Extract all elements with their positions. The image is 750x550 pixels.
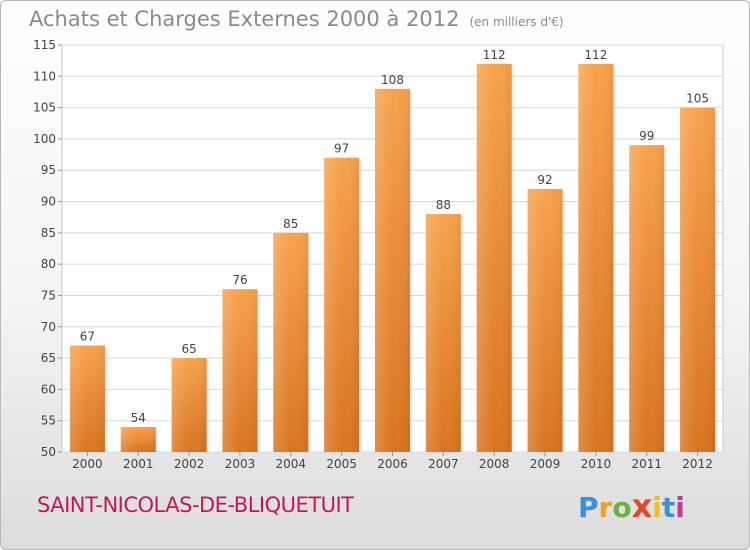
x-tick-label: 2002 bbox=[174, 457, 205, 471]
bar-shine bbox=[375, 88, 410, 452]
x-tick-label: 2008 bbox=[479, 457, 510, 471]
bar-value-label: 97 bbox=[334, 142, 349, 156]
bar-value-label: 67 bbox=[80, 330, 95, 344]
bar-value-label: 76 bbox=[232, 273, 247, 287]
x-axis: 2000 2001 2002 2003 2004 2005 2006 2007 2008 2009… bbox=[72, 452, 713, 471]
bar-shine bbox=[476, 63, 512, 453]
x-tick-label: 2004 bbox=[276, 457, 307, 471]
y-tick-label: 70 bbox=[41, 320, 56, 334]
bar-value-label: 88 bbox=[436, 198, 451, 212]
bar-value-label: 108 bbox=[381, 73, 404, 87]
y-tick-label: 115 bbox=[33, 38, 56, 52]
logo-letter: i bbox=[675, 491, 685, 524]
y-tick-label: 90 bbox=[41, 195, 56, 209]
y-tick-label: 105 bbox=[33, 101, 56, 115]
x-tick-label: 2000 bbox=[72, 457, 103, 471]
bars: 67 54 65 76 85 97 108 88 112 92 112 99 105 bbox=[69, 48, 718, 453]
y-tick-label: 110 bbox=[33, 69, 56, 83]
x-tick-label: 2012 bbox=[682, 457, 713, 471]
bar-value-label: 105 bbox=[686, 92, 709, 106]
bar-value-label: 65 bbox=[181, 342, 196, 356]
logo-letter: i bbox=[652, 491, 662, 524]
y-tick-label: 85 bbox=[41, 226, 56, 240]
y-tick-label: 55 bbox=[41, 414, 56, 428]
logo-letter: x bbox=[631, 487, 653, 525]
chart-title: Achats et Charges Externes 2000 à 2012 (e… bbox=[29, 7, 564, 31]
logo-letter: P bbox=[578, 491, 599, 524]
y-tick-label: 50 bbox=[41, 445, 56, 459]
bar-shine bbox=[120, 426, 156, 452]
proxiti-logo: Proxiti bbox=[578, 487, 685, 525]
bar-shine bbox=[629, 145, 665, 452]
x-tick-label: 2006 bbox=[377, 457, 408, 471]
x-tick-label: 2011 bbox=[631, 457, 662, 471]
bar-shine bbox=[425, 214, 461, 452]
x-tick-label: 2009 bbox=[530, 457, 561, 471]
bar-value-label: 85 bbox=[283, 217, 298, 231]
x-tick-label: 2007 bbox=[428, 457, 459, 471]
bar-value-label: 99 bbox=[639, 129, 654, 143]
logo-letter: r bbox=[598, 491, 613, 524]
logo-letter: t bbox=[661, 491, 676, 524]
bar-shine bbox=[527, 189, 563, 452]
bar-value-label: 112 bbox=[584, 48, 607, 62]
bar-shine bbox=[222, 289, 258, 452]
bar-shine bbox=[69, 345, 105, 452]
bar-shine bbox=[578, 63, 614, 453]
x-tick-label: 2005 bbox=[326, 457, 357, 471]
x-tick-label: 2010 bbox=[581, 457, 612, 471]
logo-letter: o bbox=[612, 491, 632, 524]
bar-shine bbox=[324, 157, 360, 452]
y-tick-label: 95 bbox=[41, 163, 56, 177]
bar-value-label: 92 bbox=[537, 173, 552, 187]
bar-shine bbox=[273, 232, 309, 452]
city-name: SAINT-NICOLAS-DE-BLIQUETUIT bbox=[37, 493, 354, 517]
y-tick-label: 60 bbox=[41, 382, 56, 396]
bar-shine bbox=[680, 107, 716, 452]
bar-shine bbox=[171, 358, 207, 452]
y-tick-label: 80 bbox=[41, 257, 56, 271]
y-tick-label: 100 bbox=[33, 132, 56, 146]
chart-title-text: Achats et Charges Externes 2000 à 2012 bbox=[29, 7, 460, 31]
bar-value-label: 112 bbox=[483, 48, 506, 62]
bar-value-label: 54 bbox=[131, 411, 146, 425]
x-tick-label: 2003 bbox=[225, 457, 256, 471]
y-tick-label: 75 bbox=[41, 288, 56, 302]
x-tick-label: 2001 bbox=[123, 457, 154, 471]
chart-unit: (en milliers d'€) bbox=[469, 15, 564, 29]
y-axis: 50 55 60 65 70 75 80 85 90 95 100 105 110 115 bbox=[33, 38, 62, 459]
y-tick-label: 65 bbox=[41, 351, 56, 365]
